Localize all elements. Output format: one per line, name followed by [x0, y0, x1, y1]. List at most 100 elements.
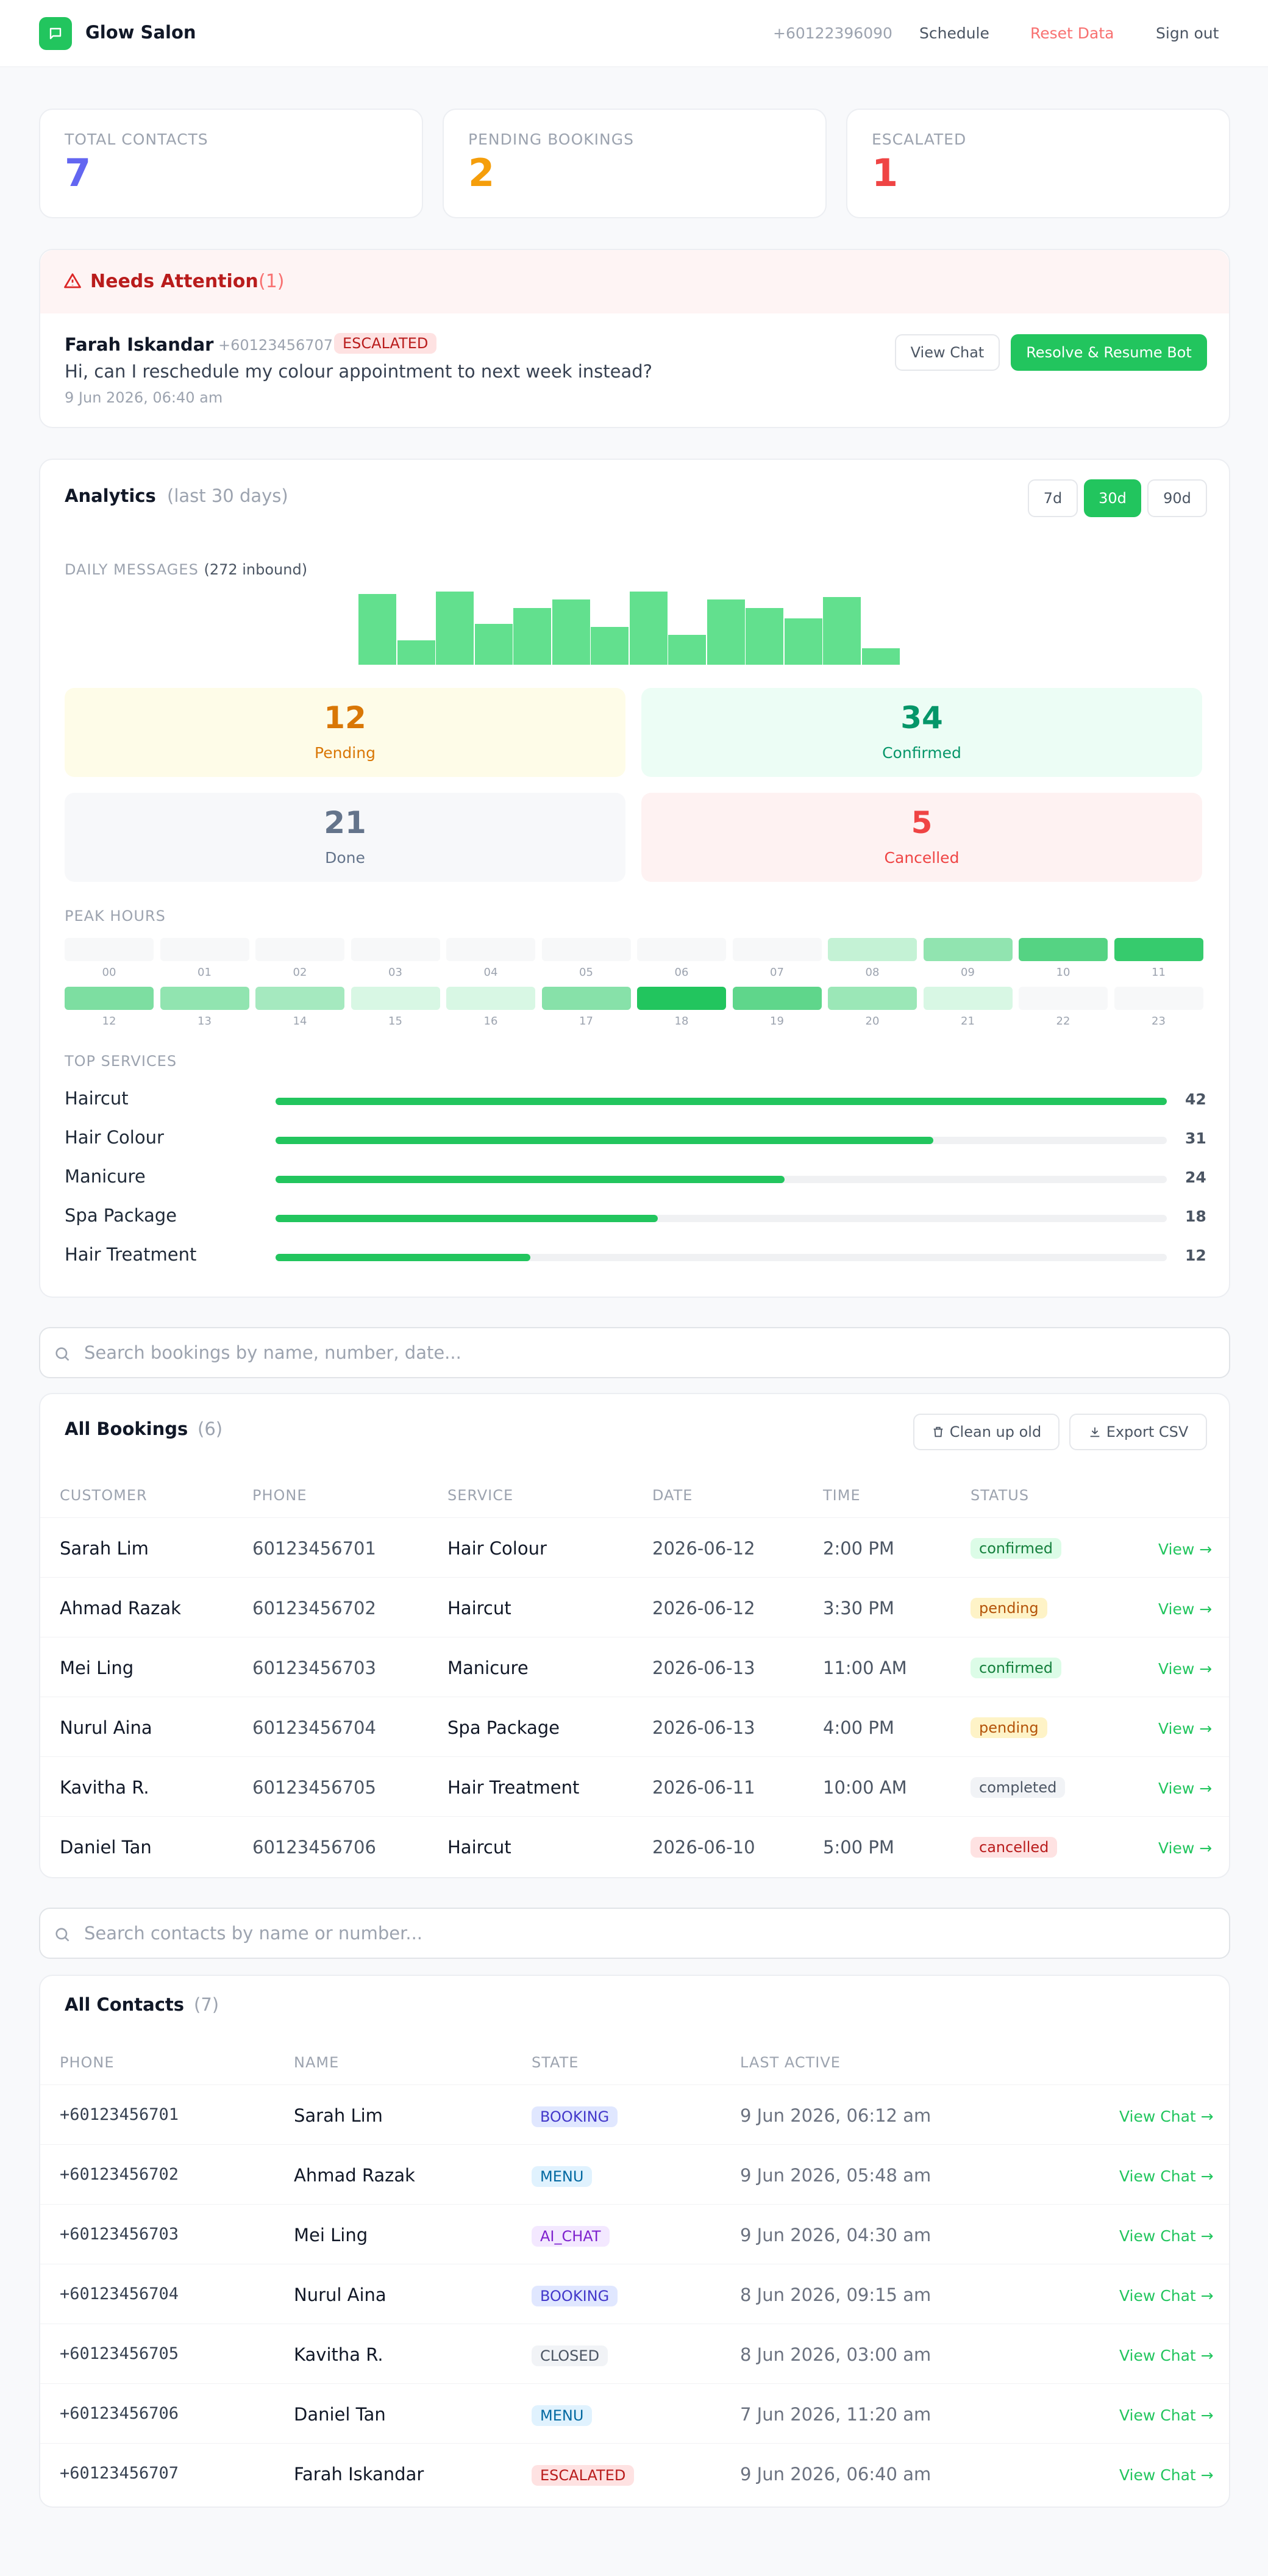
- contact-name: Daniel Tan: [294, 2404, 386, 2425]
- contact-search-input[interactable]: [84, 1917, 1206, 1949]
- contact-phone: +60123456705: [60, 2344, 179, 2363]
- booking-phone: 60123456704: [252, 1717, 376, 1738]
- contact-search-bar: [39, 1908, 1230, 1959]
- export-csv-label: Export CSV: [1106, 1423, 1189, 1440]
- peak-hour-label: 01: [198, 966, 212, 979]
- booking-view-link[interactable]: View →: [1158, 1839, 1213, 1857]
- row-divider: [40, 1816, 1229, 1817]
- contact-view-chat-link[interactable]: View Chat →: [1119, 2227, 1214, 2245]
- view-chat-button[interactable]: View Chat: [895, 334, 1000, 371]
- row-divider: [40, 1517, 1229, 1518]
- booking-search-bar: [39, 1327, 1230, 1378]
- peak-hour-cell: [923, 938, 1013, 961]
- range-90d-button[interactable]: 90d: [1147, 479, 1207, 517]
- booking-view-link[interactable]: View →: [1158, 1600, 1213, 1618]
- booking-view-link[interactable]: View →: [1158, 1660, 1213, 1678]
- booking-status-badge: cancelled: [971, 1837, 1058, 1858]
- contact-view-chat-link[interactable]: View Chat →: [1119, 2406, 1214, 2424]
- service-bar-fill: [276, 1176, 785, 1183]
- booking-phone: 60123456701: [252, 1538, 376, 1559]
- service-count: 12: [1185, 1247, 1206, 1264]
- service-name: Haircut: [65, 1088, 129, 1109]
- stat-escalated: ESCALATED 1: [846, 109, 1230, 218]
- contact-view-chat-link[interactable]: View Chat →: [1119, 2108, 1214, 2125]
- booking-time: 4:00 PM: [823, 1717, 894, 1738]
- peak-hour-cell: [65, 938, 154, 961]
- daily-bar: [861, 648, 900, 665]
- contact-state-badge: BOOKING: [532, 2286, 618, 2306]
- escalated-contact-name: Farah Iskandar: [65, 334, 214, 355]
- booking-status-badge: completed: [971, 1777, 1066, 1798]
- peak-hour-label: 15: [388, 1015, 402, 1028]
- booking-customer: Kavitha R.: [60, 1777, 149, 1798]
- booking-service: Spa Package: [447, 1717, 560, 1738]
- peak-hour-cell: [160, 938, 249, 961]
- row-divider: [40, 2383, 1229, 2384]
- contact-phone: +60123456703: [60, 2225, 179, 2244]
- col-service: SERVICE: [447, 1487, 514, 1504]
- peak-hour-label: 16: [483, 1015, 498, 1028]
- reset-data-link[interactable]: Reset Data: [1030, 24, 1114, 42]
- clean-up-old-button[interactable]: Clean up old: [913, 1414, 1060, 1450]
- needs-attention-header: Needs Attention (1): [40, 250, 1229, 313]
- status-label: Confirmed: [882, 744, 961, 762]
- booking-view-link[interactable]: View →: [1158, 1720, 1213, 1737]
- contact-phone: +60123456704: [60, 2284, 179, 2303]
- booking-service: Manicure: [447, 1658, 529, 1678]
- status-box-confirmed: 34 Confirmed: [641, 688, 1202, 777]
- analytics-title: Analytics: [65, 485, 156, 506]
- range-30d-button[interactable]: 30d: [1084, 479, 1141, 517]
- booking-phone: 60123456703: [252, 1658, 376, 1678]
- service-bar-fill: [276, 1215, 658, 1222]
- sign-out-link[interactable]: Sign out: [1156, 24, 1219, 42]
- status-count: 12: [324, 700, 366, 735]
- peak-hour-cell: [541, 938, 631, 961]
- warning-icon: [64, 273, 81, 288]
- service-bar-track: [276, 1098, 1167, 1105]
- schedule-link[interactable]: Schedule: [919, 24, 989, 42]
- range-7d-button[interactable]: 7d: [1028, 479, 1078, 517]
- booking-search-input[interactable]: [84, 1337, 1206, 1368]
- status-label: Pending: [315, 744, 376, 762]
- daily-bar: [629, 592, 668, 665]
- daily-bar: [358, 594, 396, 665]
- row-divider: [40, 2204, 1229, 2205]
- stat-total-contacts: TOTAL CONTACTS 7: [39, 109, 423, 218]
- contact-last-active: 9 Jun 2026, 06:40 am: [740, 2464, 931, 2485]
- booking-customer: Mei Ling: [60, 1658, 134, 1678]
- contact-view-chat-link[interactable]: View Chat →: [1119, 2167, 1214, 2185]
- chat-logo-icon: [39, 17, 72, 50]
- booking-view-link[interactable]: View →: [1158, 1540, 1213, 1558]
- booking-customer: Sarah Lim: [60, 1538, 149, 1559]
- booking-time: 5:00 PM: [823, 1837, 894, 1858]
- service-bar-track: [276, 1137, 1167, 1144]
- booking-customer: Daniel Tan: [60, 1837, 152, 1858]
- status-box-cancelled: 5 Cancelled: [641, 793, 1202, 882]
- peak-hour-cell: [732, 938, 822, 961]
- contact-view-chat-link[interactable]: View Chat →: [1119, 2287, 1214, 2305]
- contact-view-chat-link[interactable]: View Chat →: [1119, 2347, 1214, 2364]
- export-csv-button[interactable]: Export CSV: [1069, 1414, 1207, 1450]
- booking-phone: 60123456706: [252, 1837, 376, 1858]
- peak-hour-label: 00: [102, 966, 116, 979]
- contact-name: Farah Iskandar: [294, 2464, 424, 2485]
- booking-view-link[interactable]: View →: [1158, 1780, 1213, 1797]
- contact-phone: +60123456702: [60, 2165, 179, 2184]
- col-status: STATUS: [971, 1487, 1030, 1504]
- contact-phone: +60123456706: [60, 2404, 179, 2423]
- daily-bar: [591, 626, 629, 665]
- col-state: STATE: [532, 2054, 579, 2071]
- search-icon: [55, 1347, 69, 1361]
- booking-time: 2:00 PM: [823, 1538, 894, 1559]
- escalated-time: 9 Jun 2026, 06:40 am: [65, 389, 223, 406]
- resolve-resume-bot-button[interactable]: Resolve & Resume Bot: [1011, 334, 1207, 371]
- booking-customer: Nurul Aina: [60, 1717, 152, 1738]
- contact-state-badge: BOOKING: [532, 2106, 618, 2127]
- stat-label: TOTAL CONTACTS: [65, 131, 208, 148]
- col-phone: PHONE: [252, 1487, 307, 1504]
- service-count: 18: [1185, 1208, 1206, 1225]
- contact-view-chat-link[interactable]: View Chat →: [1119, 2466, 1214, 2484]
- peak-hour-cell: [1114, 987, 1203, 1010]
- peak-hours-label: PEAK HOURS: [65, 907, 166, 925]
- contact-name: Ahmad Razak: [294, 2165, 415, 2186]
